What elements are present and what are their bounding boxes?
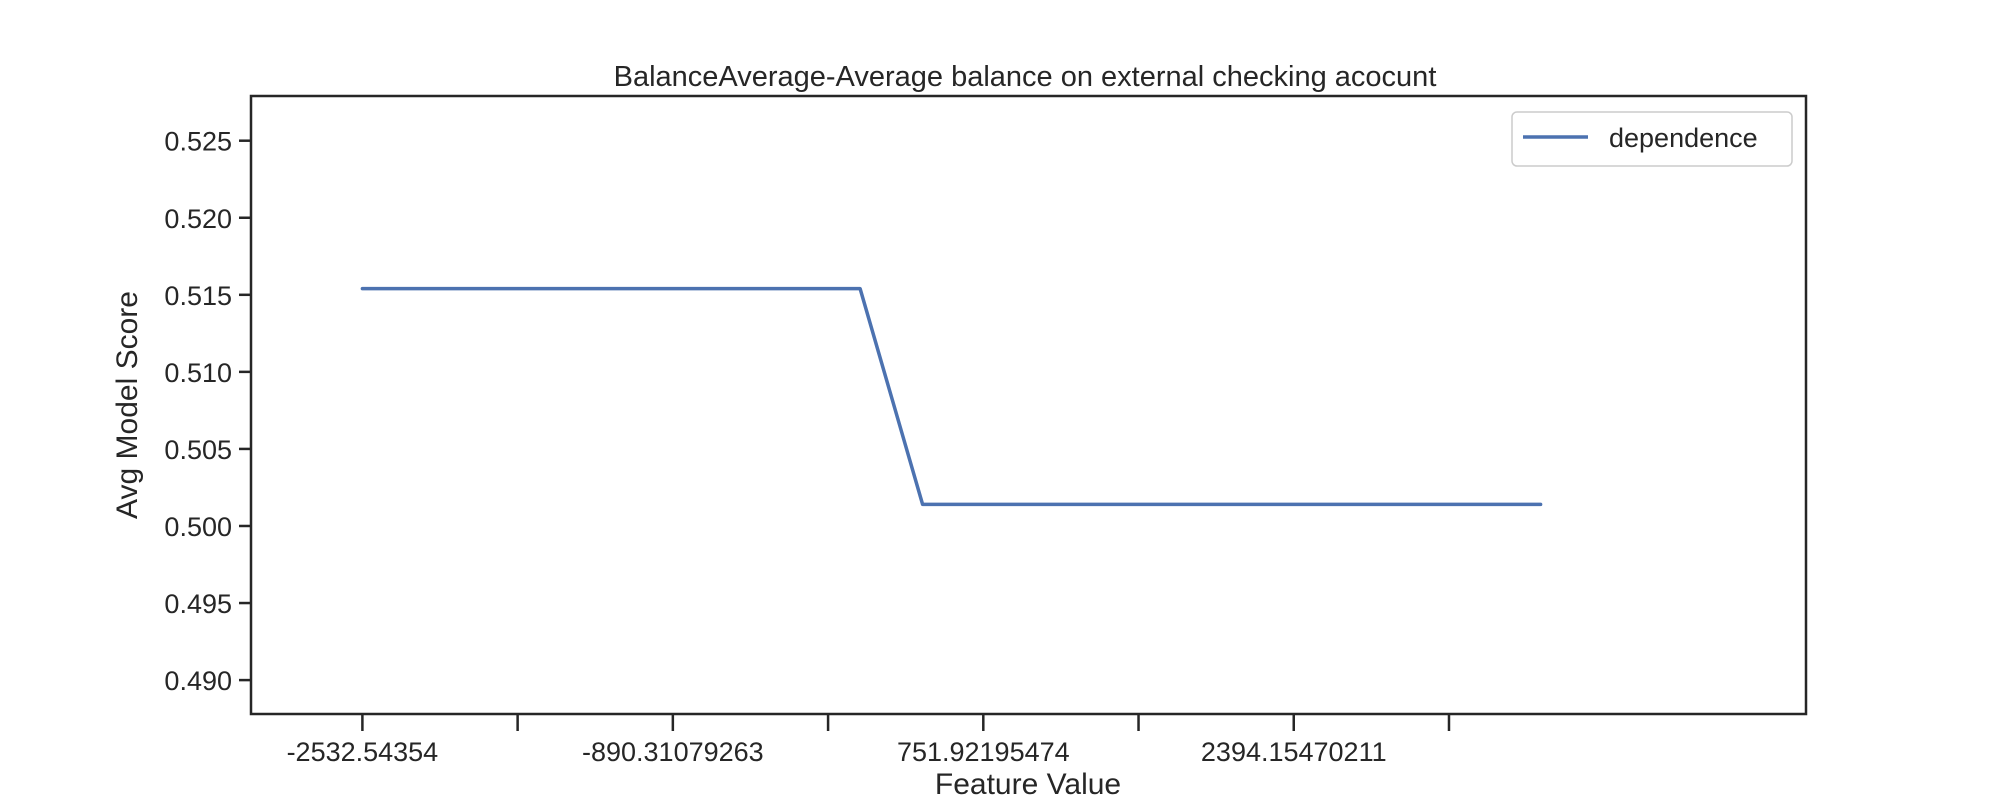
y-axis-ticks: 0.490 0.495 0.500 0.505 0.510 0.515 0.520 0.525: [164, 127, 251, 696]
plot-frame: [249, 94, 1808, 716]
legend-label-dependence: dependence: [1609, 123, 1758, 153]
x-tick-label: 751.92195474: [897, 737, 1070, 767]
series-line-dependence: [360, 286, 1543, 507]
chart-title: BalanceAverage-Average balance on extern…: [614, 61, 1437, 93]
x-axis-label: Feature Value: [935, 768, 1121, 800]
x-tick-label: -2532.54354: [287, 737, 439, 767]
y-tick-label: 0.510: [164, 358, 232, 388]
x-axis-ticks: -2532.54354 -890.31079263 751.92195474 2394…: [287, 714, 1451, 767]
x-tick-label: -890.31079263: [582, 737, 764, 767]
legend-frame: [1511, 111, 1793, 167]
x-tick-label: 2394.15470211: [1201, 737, 1387, 767]
legend: dependence: [1511, 111, 1793, 167]
y-tick-label: 0.515: [164, 281, 232, 311]
y-tick-label: 0.525: [164, 127, 232, 157]
y-tick-label: 0.500: [164, 512, 232, 542]
y-tick-label: 0.490: [164, 666, 232, 696]
y-tick-label: 0.505: [164, 435, 232, 465]
series-layer: [360, 286, 1543, 507]
y-tick-label: 0.520: [164, 204, 232, 234]
y-tick-label: 0.495: [164, 589, 232, 619]
y-axis-label: Avg Model Score: [111, 291, 144, 519]
